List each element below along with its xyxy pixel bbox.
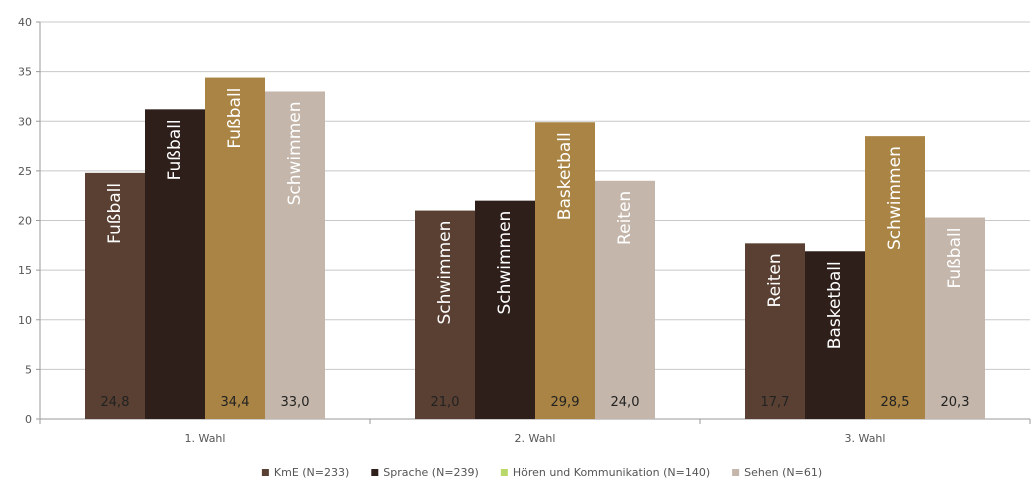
bar	[265, 91, 325, 419]
bar	[535, 122, 595, 420]
data-label: 29,9	[551, 395, 580, 410]
bar	[925, 217, 985, 419]
bar	[85, 172, 145, 419]
legend-swatch	[371, 469, 379, 476]
bar-label: Fußball	[225, 88, 245, 149]
bar	[745, 243, 805, 419]
bar-label: Reiten	[615, 191, 635, 245]
legend-label: Hören und Kommunikation (N=140)	[513, 466, 710, 479]
bar-label: Fußball	[945, 228, 965, 289]
legend-label: Sehen (N=61)	[744, 466, 822, 479]
bar-label: Fußball	[165, 119, 185, 180]
bar	[475, 200, 535, 419]
legend-swatch	[732, 469, 740, 476]
bar	[145, 109, 205, 419]
y-tick-label: 10	[18, 314, 32, 327]
data-label: 20,3	[941, 395, 970, 410]
x-tick-label: 2. Wahl	[515, 432, 556, 445]
y-tick-label: 25	[18, 165, 32, 178]
y-tick-label: 20	[18, 215, 32, 228]
bar-label: Reiten	[765, 253, 785, 307]
legend-swatch	[261, 469, 269, 476]
y-tick-label: 5	[25, 363, 32, 376]
bar	[595, 180, 655, 419]
bar	[805, 251, 865, 419]
bar-label: Schwimmen	[285, 101, 305, 205]
y-tick-label: 15	[18, 264, 32, 277]
data-label: 34,4	[221, 395, 250, 410]
y-tick-label: 35	[18, 66, 32, 79]
bar	[205, 77, 265, 419]
x-axis: 1. Wahl 2. Wahl 3. Wahl	[39, 419, 1031, 445]
bar-label: Schwimmen	[885, 146, 905, 250]
y-tick-label: 30	[18, 115, 32, 128]
y-tick-label: 40	[18, 16, 32, 29]
data-label: 17,7	[761, 395, 790, 410]
legend-label: KmE (N=233)	[274, 466, 349, 479]
data-label: 21,0	[431, 395, 460, 410]
data-label: 24,0	[611, 395, 640, 410]
bar	[865, 136, 925, 419]
data-label: 24,8	[101, 395, 130, 410]
y-axis: 0 5 10 15 20 25 30 35 40	[18, 16, 41, 426]
y-tick-label: 0	[25, 413, 32, 426]
bars: Fußball 24,8 Fußball Fußball 34,4 Schwimmen 33…	[85, 77, 985, 420]
bar-label: Fußball	[105, 183, 125, 244]
x-tick-label: 3. Wahl	[845, 432, 886, 445]
legend-swatch	[500, 469, 508, 476]
bar	[415, 210, 475, 419]
bar-label: Basketball	[555, 132, 575, 220]
bar-label: Schwimmen	[435, 221, 455, 325]
bar-label: Basketball	[825, 261, 845, 349]
legend: KmE (N=233) Sprache (N=239) Hören und Komm…	[261, 466, 822, 479]
bar-label: Schwimmen	[495, 211, 515, 315]
legend-label: Sprache (N=239)	[383, 466, 479, 479]
data-label: 33,0	[281, 395, 310, 410]
x-tick-label: 1. Wahl	[185, 432, 226, 445]
data-label: 28,5	[881, 395, 910, 410]
